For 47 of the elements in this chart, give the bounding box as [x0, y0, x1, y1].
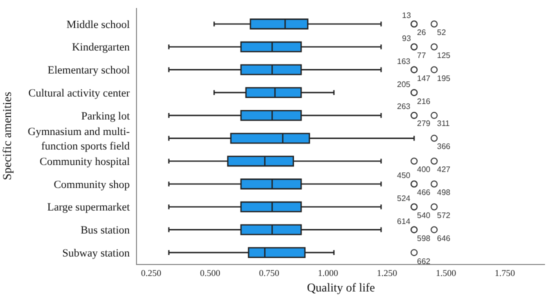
annotation: 572: [437, 211, 451, 220]
annotation: 662: [417, 257, 431, 266]
annotation: 498: [437, 188, 451, 197]
y-tick-label: Gymnasium and multi-function sports field: [28, 126, 130, 152]
y-tick-label: Community shop: [54, 178, 130, 191]
annotation: 26: [417, 28, 426, 37]
annotation: 13: [402, 11, 412, 20]
annotation: 524: [397, 194, 411, 203]
annotation: 205: [397, 80, 411, 89]
annotation: 311: [437, 119, 450, 128]
x-tick-label: 1.000: [318, 268, 339, 278]
x-tick-label: 0.250: [141, 268, 162, 278]
y-tick-label: Bus station: [80, 224, 130, 237]
annotation: 195: [437, 74, 451, 83]
annotation: 263: [397, 102, 411, 111]
annotation: 279: [417, 119, 431, 128]
y-tick-label: Community hospital: [40, 156, 130, 168]
annotation: 366: [437, 142, 451, 151]
y-tick-label: Kindergarten: [72, 42, 130, 54]
x-tick-label: 0.500: [200, 268, 221, 278]
x-tick-label: 1.250: [376, 268, 398, 278]
y-tick-label: Parking lot: [81, 110, 130, 122]
x-tick-label: 1.750: [494, 268, 516, 278]
annotation: 646: [437, 234, 451, 243]
x-tick-label: 0.750: [258, 268, 280, 278]
annotation: 52: [437, 28, 446, 37]
y-axis-title: Specific amenities: [0, 92, 14, 180]
annotation: 427: [437, 165, 451, 174]
x-axis-title: Quality of life: [307, 280, 375, 295]
annotation: 450: [397, 171, 411, 180]
annotation: 125: [437, 51, 451, 60]
y-tick-label: Subway station: [62, 247, 130, 260]
y-tick-label: Large supermarket: [47, 202, 130, 214]
y-tick-label: Cultural activity center: [28, 87, 130, 100]
annotation: 598: [417, 234, 431, 243]
annotation: 77: [417, 51, 426, 60]
annotation: 614: [397, 217, 411, 226]
annotation: 540: [417, 211, 431, 220]
annotation: 163: [397, 57, 411, 66]
annotation: 400: [417, 165, 431, 174]
annotation: 216: [417, 97, 431, 106]
annotation: 466: [417, 188, 431, 197]
x-tick-label: 1.500: [436, 268, 457, 278]
annotation: 147: [417, 74, 431, 83]
y-tick-label: Elementary school: [48, 64, 130, 77]
annotation: 93: [402, 34, 412, 43]
y-tick-label: Middle school: [66, 18, 130, 31]
